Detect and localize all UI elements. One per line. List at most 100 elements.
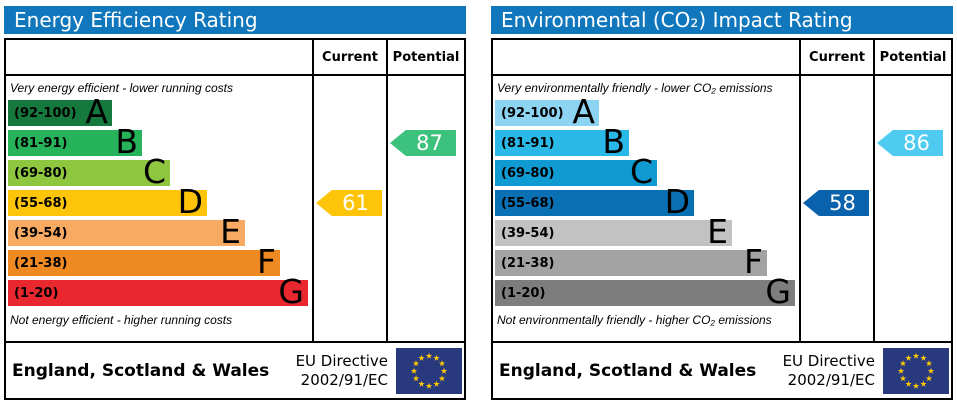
band-row-f: (21-38) F bbox=[6, 242, 464, 281]
rating-body: Very energy efficient - lower running co… bbox=[6, 76, 464, 341]
eu-directive-label: EU Directive 2002/91/EC bbox=[296, 352, 388, 390]
band-row-e: (39-54) E bbox=[6, 212, 464, 251]
band-letter: A bbox=[85, 92, 108, 131]
band-bar-e: (39-54) E bbox=[495, 212, 732, 251]
band-range-label: (69-80) bbox=[14, 165, 68, 181]
region-label: England, Scotland & Wales bbox=[12, 360, 270, 381]
band-range-label: (21-38) bbox=[501, 255, 555, 271]
band-range-label: (21-38) bbox=[14, 255, 68, 271]
band-bar-d: (55-68) D bbox=[8, 182, 207, 221]
band-range-label: (1-20) bbox=[501, 285, 546, 301]
potential-rating-pointer: 86 bbox=[877, 130, 943, 156]
band-bar-g: (1-20) G bbox=[495, 272, 795, 311]
band-range-label: (69-80) bbox=[501, 165, 555, 181]
band-range-label: (92-100) bbox=[501, 105, 564, 121]
band-letter: D bbox=[664, 182, 690, 221]
column-header-current: Current bbox=[312, 40, 386, 74]
current-rating-pointer: 61 bbox=[316, 190, 382, 216]
column-divider bbox=[312, 76, 314, 341]
eu-directive-line1: EU Directive bbox=[295, 351, 388, 370]
column-header-current: Current bbox=[799, 40, 873, 74]
caption-top: Very energy efficient - lower running co… bbox=[10, 81, 233, 95]
band-bar-g: (1-20) G bbox=[8, 272, 308, 311]
band-range-label: (55-68) bbox=[14, 195, 68, 211]
band-row-c: (69-80) C bbox=[493, 152, 951, 191]
band-letter: G bbox=[765, 272, 791, 311]
caption-top: Very environmentally friendly - lower CO… bbox=[497, 81, 773, 95]
caption-bottom: Not energy efficient - higher running co… bbox=[10, 313, 233, 327]
band-range-label: (39-54) bbox=[501, 225, 555, 241]
band-bar-c: (69-80) C bbox=[495, 152, 657, 191]
band-range-label: (1-20) bbox=[14, 285, 59, 301]
band-row-f: (21-38) F bbox=[493, 242, 951, 281]
band-row-d: (55-68) D 61 bbox=[6, 182, 464, 221]
column-divider bbox=[799, 76, 801, 341]
band-range-label: (81-91) bbox=[501, 135, 555, 151]
caption-bottom: Not environmentally friendly - higher CO… bbox=[497, 313, 772, 327]
panel-title-bar: Energy Efficiency Rating bbox=[4, 6, 466, 34]
band-letter: D bbox=[177, 182, 203, 221]
rating-table: Current Potential Very environmentally f… bbox=[491, 38, 953, 400]
rating-body: Very environmentally friendly - lower CO… bbox=[493, 76, 951, 341]
band-letter: E bbox=[220, 212, 241, 251]
band-row-e: (39-54) E bbox=[493, 212, 951, 251]
current-rating-pointer: 58 bbox=[803, 190, 869, 216]
eu-directive-line1: EU Directive bbox=[782, 351, 875, 370]
current-rating-value: 58 bbox=[829, 191, 856, 215]
column-header-potential: Potential bbox=[873, 40, 951, 74]
table-footer: England, Scotland & Wales EU Directive 2… bbox=[493, 341, 951, 398]
eu-directive-line2: 2002/91/EC bbox=[300, 370, 388, 389]
panel-title-bar: Environmental (CO₂) Impact Rating bbox=[491, 6, 953, 34]
table-header-row: Current Potential bbox=[493, 40, 951, 76]
column-divider bbox=[873, 76, 875, 341]
header-spacer-cell bbox=[493, 40, 799, 74]
band-letter: A bbox=[572, 92, 595, 131]
column-header-potential: Potential bbox=[386, 40, 464, 74]
band-letter: E bbox=[707, 212, 728, 251]
potential-rating-value: 86 bbox=[903, 131, 930, 155]
table-footer: England, Scotland & Wales EU Directive 2… bbox=[6, 341, 464, 398]
band-bar-d: (55-68) D bbox=[495, 182, 694, 221]
band-range-label: (81-91) bbox=[14, 135, 68, 151]
band-row-c: (69-80) C bbox=[6, 152, 464, 191]
band-bar-e: (39-54) E bbox=[8, 212, 245, 251]
band-letter: B bbox=[115, 122, 138, 161]
panel-title: Energy Efficiency Rating bbox=[14, 8, 258, 32]
band-letter: C bbox=[629, 152, 653, 191]
band-bar-f: (21-38) F bbox=[495, 242, 767, 281]
band-range-label: (39-54) bbox=[14, 225, 68, 241]
band-range-label: (55-68) bbox=[501, 195, 555, 211]
band-bar-a: (92-100) A bbox=[8, 92, 112, 131]
band-row-g: (1-20) G bbox=[6, 272, 464, 311]
band-letter: C bbox=[142, 152, 166, 191]
band-row-a: (92-100) A bbox=[6, 92, 464, 131]
energy-efficiency-panel: Energy Efficiency Rating Current Potenti… bbox=[4, 6, 466, 400]
band-row-g: (1-20) G bbox=[493, 272, 951, 311]
band-bar-c: (69-80) C bbox=[8, 152, 170, 191]
band-letter: F bbox=[744, 242, 763, 281]
current-rating-value: 61 bbox=[342, 191, 369, 215]
eu-directive-label: EU Directive 2002/91/EC bbox=[783, 352, 875, 390]
band-row-b: (81-91) B 87 bbox=[6, 122, 464, 161]
band-bar-b: (81-91) B bbox=[8, 122, 142, 161]
band-letter: B bbox=[602, 122, 625, 161]
band-bar-f: (21-38) F bbox=[8, 242, 280, 281]
band-letter: G bbox=[278, 272, 304, 311]
panel-title: Environmental (CO₂) Impact Rating bbox=[501, 8, 853, 32]
band-row-d: (55-68) D 58 bbox=[493, 182, 951, 221]
header-spacer-cell bbox=[6, 40, 312, 74]
eu-flag-icon bbox=[396, 347, 462, 394]
region-label: England, Scotland & Wales bbox=[499, 360, 757, 381]
band-letter: F bbox=[257, 242, 276, 281]
band-row-b: (81-91) B 86 bbox=[493, 122, 951, 161]
band-range-label: (92-100) bbox=[14, 105, 77, 121]
band-bar-b: (81-91) B bbox=[495, 122, 629, 161]
eu-directive-line2: 2002/91/EC bbox=[787, 370, 875, 389]
band-bar-a: (92-100) A bbox=[495, 92, 599, 131]
co2-impact-panel: Environmental (CO₂) Impact Rating Curren… bbox=[491, 6, 953, 400]
eu-flag-icon bbox=[883, 347, 949, 394]
potential-rating-value: 87 bbox=[416, 131, 443, 155]
potential-rating-pointer: 87 bbox=[390, 130, 456, 156]
rating-table: Current Potential Very energy efficient … bbox=[4, 38, 466, 400]
